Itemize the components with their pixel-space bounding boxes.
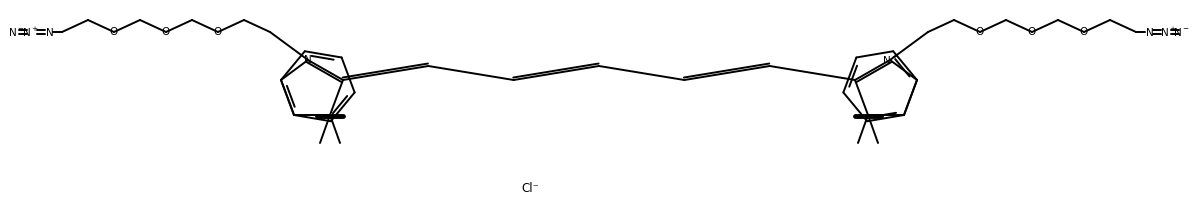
- Text: O: O: [110, 27, 119, 37]
- Text: $\mathsf{N}^-$: $\mathsf{N}^-$: [8, 26, 25, 38]
- Text: Cl⁻: Cl⁻: [521, 181, 539, 195]
- Text: O: O: [1028, 27, 1036, 37]
- Text: O: O: [214, 27, 222, 37]
- Text: O: O: [1079, 27, 1088, 37]
- Text: N: N: [304, 55, 311, 65]
- Text: $\mathsf{N}^+$: $\mathsf{N}^+$: [882, 54, 898, 67]
- Text: $\mathsf{N}$: $\mathsf{N}$: [1144, 26, 1154, 38]
- Text: O: O: [976, 27, 984, 37]
- Text: $\mathsf{N}$: $\mathsf{N}$: [44, 26, 54, 38]
- Text: O: O: [162, 27, 170, 37]
- Text: $\mathsf{N}^+$: $\mathsf{N}^+$: [1160, 25, 1176, 38]
- Text: $\mathsf{N}^+$: $\mathsf{N}^+$: [22, 25, 38, 38]
- Text: $\mathsf{N}^-$: $\mathsf{N}^-$: [1173, 26, 1190, 38]
